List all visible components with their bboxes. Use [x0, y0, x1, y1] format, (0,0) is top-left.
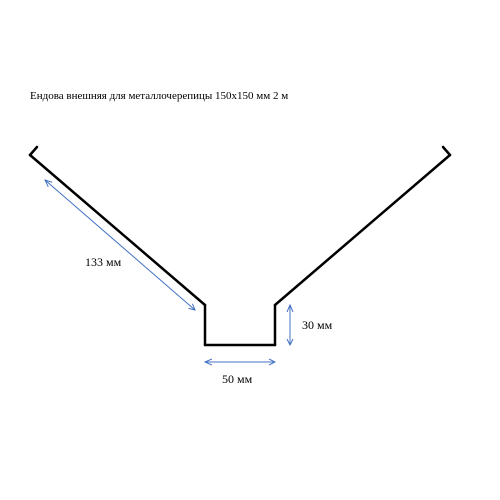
profile-outline: [30, 147, 450, 345]
dimension-height-label: 30 мм: [302, 318, 332, 333]
dimension-diagonal-label: 133 мм: [85, 255, 121, 270]
dimension-width-label: 50 мм: [222, 372, 252, 387]
profile-diagram: [0, 0, 500, 500]
dimension-diagonal: [45, 180, 195, 310]
